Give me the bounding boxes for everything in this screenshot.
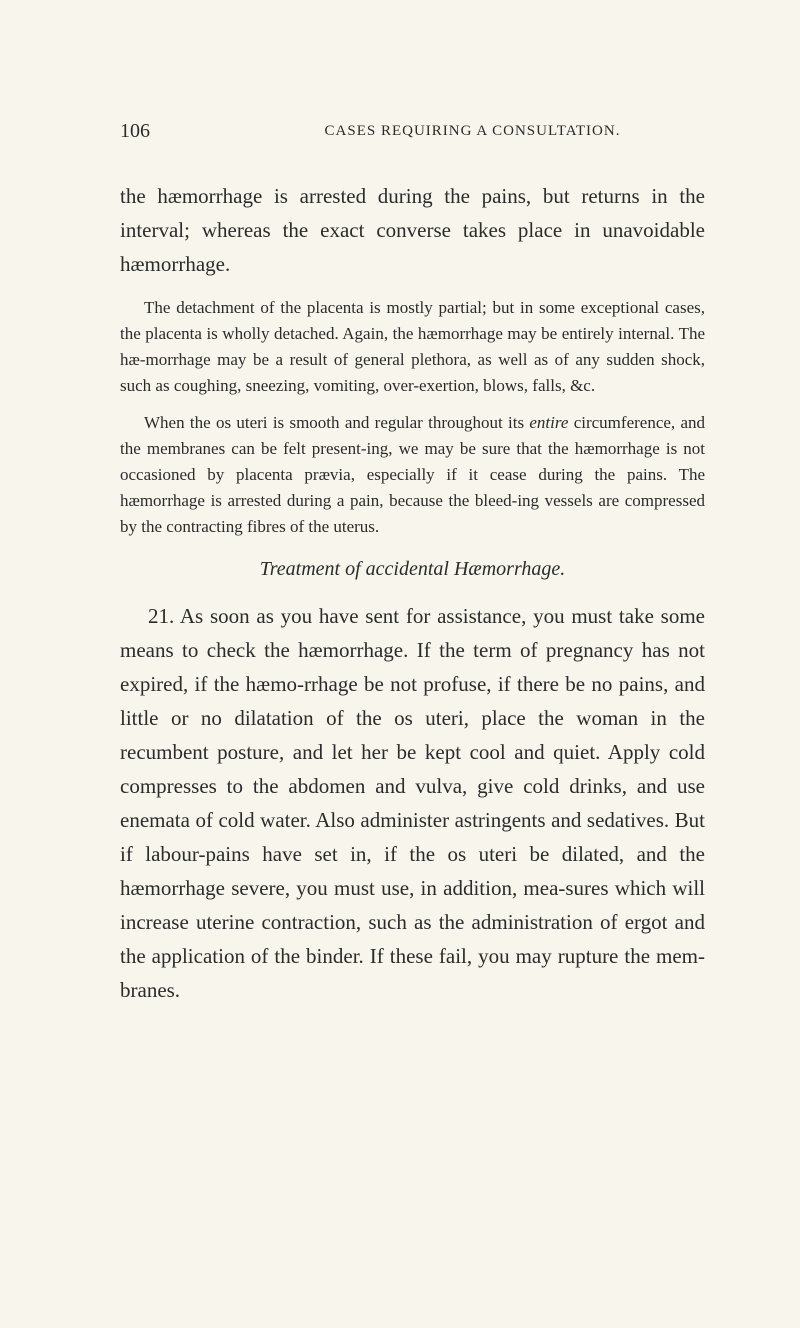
paragraph-4: 21. As soon as you have sent for assista… — [120, 599, 705, 1007]
page-content: the hæmorrhage is arrested during the pa… — [120, 179, 705, 1007]
page-number: 106 — [120, 120, 150, 143]
paragraph-1: the hæmorrhage is arrested during the pa… — [120, 179, 705, 281]
section-heading: Treatment of accidental Hæmorrhage. — [120, 558, 705, 581]
paragraph-2: The detachment of the placenta is mostly… — [120, 295, 705, 398]
paragraph-3: When the os uteri is smooth and regular … — [120, 410, 705, 539]
paragraph-3-part1: When the os uteri is smooth and regular … — [144, 413, 529, 432]
paragraph-3-italic: entire — [529, 413, 568, 432]
page-header: CASES REQUIRING A CONSULTATION. — [240, 123, 705, 140]
